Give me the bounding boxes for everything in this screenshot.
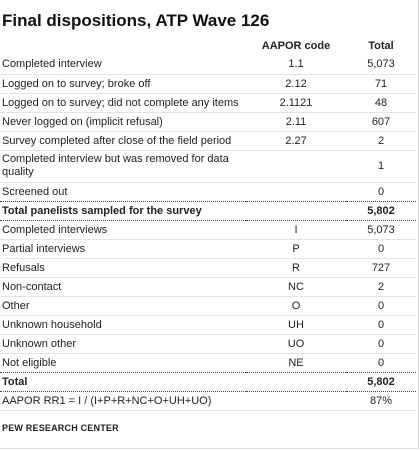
response-rate-row: AAPOR RR1 = I / (I+P+R+NC+O+UH+UO) 87% — [0, 391, 416, 411]
row-total: 0 — [346, 353, 416, 373]
row-label: Completed interview but was removed for … — [0, 150, 246, 183]
row-total: 0 — [346, 182, 416, 202]
row-total: 5,073 — [346, 220, 416, 240]
row-total: 727 — [346, 258, 416, 278]
row-total: 0 — [346, 239, 416, 259]
table-row: Not eligible NE 0 — [0, 353, 416, 373]
row-total: 48 — [346, 93, 416, 113]
table-row: Completed interviews I 5,073 — [0, 220, 416, 240]
row-code — [246, 150, 346, 183]
row-code: NC — [246, 277, 346, 297]
row-total: 607 — [346, 112, 416, 132]
row-code — [246, 182, 346, 202]
table-row: Completed interview 1.1 5,073 — [0, 55, 416, 75]
row-total: 5,073 — [346, 55, 416, 75]
row-code: R — [246, 258, 346, 278]
table-row: Unknown household UH 0 — [0, 315, 416, 335]
row-code: 2.11 — [246, 112, 346, 132]
table-row: Screened out 0 — [0, 182, 416, 202]
row-label: Completed interview — [0, 55, 246, 75]
header-total: Total — [368, 40, 394, 52]
table-row: Refusals R 727 — [0, 258, 416, 278]
table-row: Logged on to survey; broke off 2.12 71 — [0, 74, 416, 94]
subtotal-row: Total panelists sampled for the survey 5… — [0, 201, 416, 221]
row-code — [246, 201, 346, 221]
table-row: Unknown other UO 0 — [0, 334, 416, 354]
row-label: Never logged on (implicit refusal) — [0, 112, 246, 132]
row-code: 2.27 — [246, 131, 346, 151]
table-row: Partial interviews P 0 — [0, 239, 416, 259]
row-total: 5,802 — [346, 372, 416, 392]
row-total: 5,802 — [346, 201, 416, 221]
row-total: 71 — [346, 74, 416, 94]
row-label: Partial interviews — [0, 239, 246, 259]
row-label: AAPOR RR1 = I / (I+P+R+NC+O+UH+UO) — [0, 391, 246, 411]
row-total: 2 — [346, 131, 416, 151]
table-row: Non-contact NC 2 — [0, 277, 416, 297]
row-label: Non-contact — [0, 277, 246, 297]
row-total: 2 — [346, 277, 416, 297]
row-code: 2.1121 — [246, 93, 346, 113]
table-row: Survey completed after close of the fiel… — [0, 131, 416, 151]
row-label: Refusals — [0, 258, 246, 278]
table-row: Completed interview but was removed for … — [0, 150, 416, 183]
header-aapor-code: AAPOR code — [261, 40, 331, 52]
row-total: 0 — [346, 296, 416, 316]
row-label: Screened out — [0, 182, 246, 202]
row-code: P — [246, 239, 346, 259]
dispositions-table: AAPOR code Total Completed interview 1.1… — [0, 37, 416, 411]
row-code: I — [246, 220, 346, 240]
row-code: UH — [246, 315, 346, 335]
header-label-col — [0, 37, 246, 55]
row-label: Total panelists sampled for the survey — [0, 201, 246, 221]
row-label: Completed interviews — [0, 220, 246, 240]
row-total: 0 — [346, 334, 416, 354]
row-label: Survey completed after close of the fiel… — [0, 131, 246, 151]
row-label: Unknown household — [0, 315, 246, 335]
table-row: Never logged on (implicit refusal) 2.11 … — [0, 112, 416, 132]
table-row: Other O 0 — [0, 296, 416, 316]
row-label: Logged on to survey; broke off — [0, 74, 246, 94]
row-total: 0 — [346, 315, 416, 335]
row-total: 87% — [346, 391, 416, 411]
table-title: Final dispositions, ATP Wave 126 — [2, 11, 270, 30]
row-label: Other — [0, 296, 246, 316]
row-label: Unknown other — [0, 334, 246, 354]
row-code: NE — [246, 353, 346, 373]
row-label: Not eligible — [0, 353, 246, 373]
row-total: 1 — [346, 150, 416, 183]
row-code: 2.12 — [246, 74, 346, 94]
row-label: Total — [0, 372, 246, 392]
header-row: AAPOR code Total — [0, 37, 416, 55]
row-code: UO — [246, 334, 346, 354]
row-code — [246, 391, 346, 411]
row-label: Logged on to survey; did not complete an… — [0, 93, 246, 113]
row-code: 1.1 — [246, 55, 346, 75]
row-code — [246, 372, 346, 392]
total-row: Total 5,802 — [0, 372, 416, 392]
source-credit: PEW RESEARCH CENTER — [2, 423, 119, 433]
row-code: O — [246, 296, 346, 316]
table-row: Logged on to survey; did not complete an… — [0, 93, 416, 113]
